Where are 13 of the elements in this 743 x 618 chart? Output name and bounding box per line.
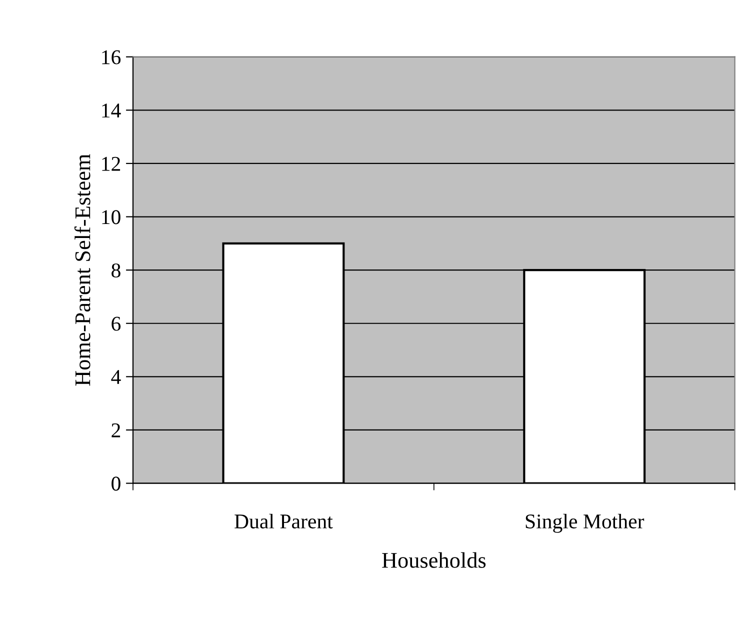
y-tick-label: 14 bbox=[102, 104, 121, 118]
y-axis-title: Home-Parent Self-Esteem bbox=[74, 154, 90, 386]
y-tick-label: 16 bbox=[102, 50, 121, 64]
x-axis-title: Households bbox=[382, 552, 486, 568]
y-tick-label: 0 bbox=[112, 476, 120, 491]
y-tick-label: 12 bbox=[102, 156, 120, 171]
x-tick-label: Single Mother bbox=[526, 514, 644, 533]
y-tick-label: 6 bbox=[112, 316, 121, 331]
y-tick-label: 2 bbox=[112, 423, 120, 438]
y-tick-label: 8 bbox=[112, 263, 120, 278]
y-tick-label: 10 bbox=[102, 210, 120, 224]
y-tick-label: 4 bbox=[111, 370, 121, 384]
x-tick-label: Dual Parent bbox=[234, 514, 333, 528]
